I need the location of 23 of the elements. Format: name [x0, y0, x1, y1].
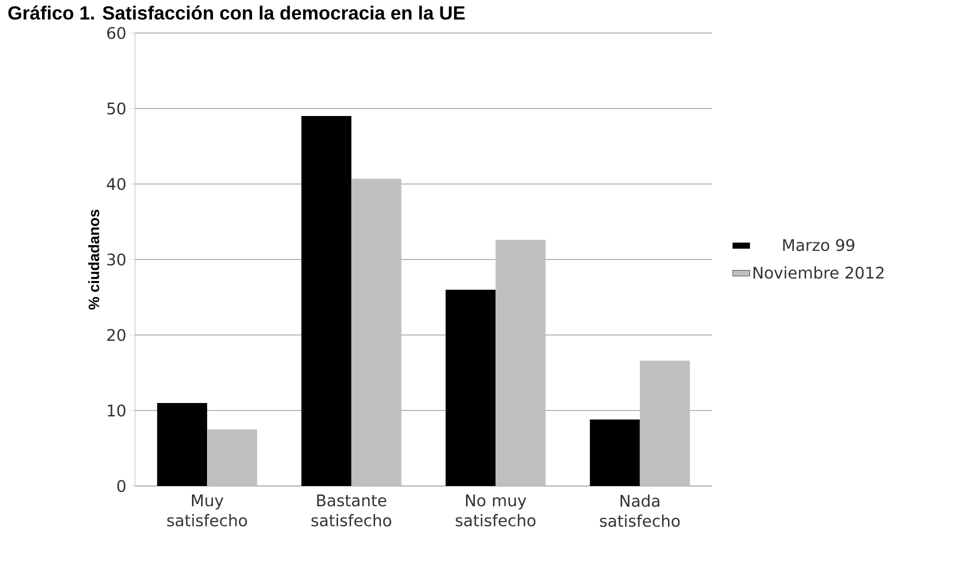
y-tick-label: 20: [107, 328, 126, 342]
bar: [301, 116, 352, 486]
chart-title: Gráfico 1. Satisfacción con la democracia en la UE: [8, 6, 465, 20]
bar: [207, 429, 258, 486]
legend-label: Noviembre 2012: [754, 266, 884, 279]
y-tick-label: 30: [107, 253, 126, 266]
bar: [351, 178, 402, 486]
bar: [157, 402, 208, 486]
x-tick-label: Nada satisfecho: [600, 494, 680, 527]
bar: [590, 420, 640, 486]
bar: [640, 360, 690, 486]
y-tick-label: 60: [107, 26, 126, 40]
y-axis-title: % ciudadanos: [88, 210, 100, 310]
legend-label: Marzo 99: [783, 238, 854, 252]
bar: [496, 240, 546, 486]
x-tick-label: No muy satisfecho: [456, 494, 536, 526]
y-tick-label: 0: [117, 480, 126, 492]
x-tick-label: Bastante satisfecho: [312, 494, 392, 526]
y-tick-label: 50: [107, 102, 126, 115]
bar: [446, 290, 496, 486]
y-tick-label: 40: [106, 178, 126, 190]
y-tick-label: 10: [108, 404, 126, 417]
x-tick-label: Muy satisfecho: [167, 494, 247, 526]
